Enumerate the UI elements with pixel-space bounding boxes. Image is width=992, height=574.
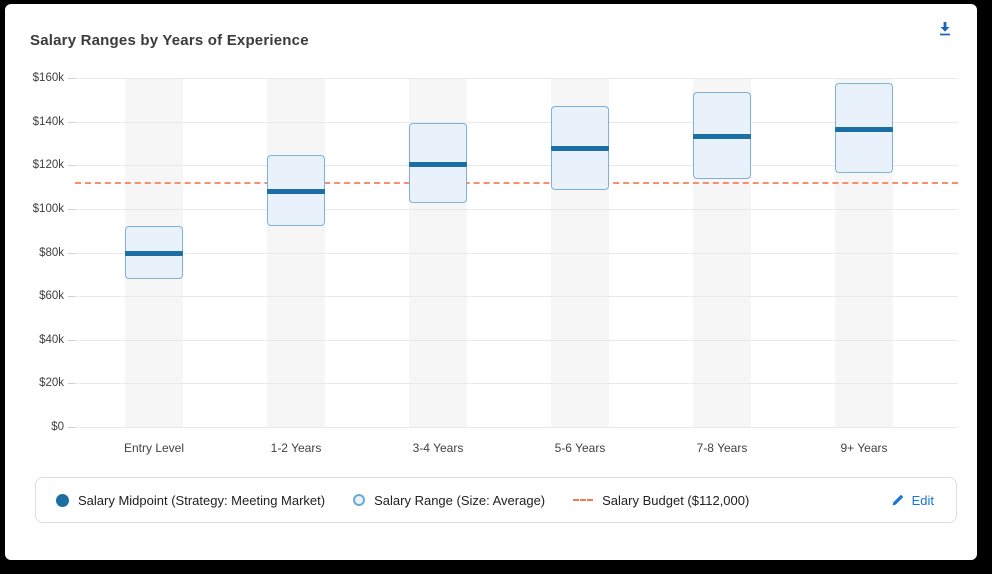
salary-chart-card: Salary Ranges by Years of Experience $0 $… xyxy=(5,4,977,560)
salary-midpoint-line[interactable] xyxy=(267,188,325,194)
chart-title: Salary Ranges by Years of Experience xyxy=(30,32,309,49)
legend-item-label: Salary Range (Size: Average) xyxy=(374,492,546,508)
salary-budget-line xyxy=(75,181,958,184)
y-tick xyxy=(68,165,75,167)
y-axis-label: $0 xyxy=(51,421,64,433)
y-axis-label: $60k xyxy=(39,290,64,303)
legend-item-label: Salary Budget ($112,000) xyxy=(602,492,750,508)
y-axis-label: $40k xyxy=(39,333,64,346)
chart-legend: Salary Midpoint (Strategy: Meeting Marke… xyxy=(35,477,957,523)
gridline xyxy=(75,121,958,123)
legend-item-label: Salary Midpoint (Strategy: Meeting Marke… xyxy=(78,492,326,508)
gridline xyxy=(75,78,958,79)
outlined-circle-icon xyxy=(353,494,366,506)
salary-midpoint-line[interactable] xyxy=(125,250,183,256)
salary-range-bar[interactable] xyxy=(693,92,751,180)
salary-midpoint-line[interactable] xyxy=(693,134,751,140)
y-axis-label: $140k xyxy=(32,115,64,128)
y-tick xyxy=(68,208,75,210)
gridline xyxy=(75,383,958,385)
x-axis-label: 1-2 Years xyxy=(270,441,322,455)
y-axis-label: $20k xyxy=(39,377,64,390)
salary-range-bar[interactable] xyxy=(551,105,609,190)
y-axis-label: $100k xyxy=(32,202,64,215)
download-button[interactable] xyxy=(933,17,957,41)
edit-button-label: Edit xyxy=(911,492,934,508)
legend-item[interactable]: Salary Range (Size: Average) xyxy=(353,493,545,508)
edit-button[interactable]: Edit xyxy=(891,493,934,508)
salary-midpoint-line[interactable] xyxy=(551,146,609,152)
y-tick xyxy=(68,427,75,428)
x-axis-label: 5-6 Years xyxy=(554,441,606,455)
legend-items: Salary Midpoint (Strategy: Meeting Marke… xyxy=(56,493,777,508)
y-tick xyxy=(68,78,75,79)
gridline xyxy=(75,165,958,167)
gridline xyxy=(75,427,958,428)
x-axis-label: 3-4 Years xyxy=(412,441,464,455)
x-axis-label: Entry Level xyxy=(123,441,185,455)
salary-range-bar[interactable] xyxy=(125,226,183,279)
download-icon xyxy=(935,22,955,42)
gridline xyxy=(75,296,958,298)
pencil-icon xyxy=(891,493,905,507)
salary-midpoint-line[interactable] xyxy=(409,161,467,167)
salary-range-bar[interactable] xyxy=(267,154,325,226)
y-axis-label: $80k xyxy=(39,246,64,259)
filled-circle-icon xyxy=(56,493,69,507)
legend-item[interactable]: Salary Midpoint (Strategy: Meeting Marke… xyxy=(56,493,325,508)
salary-midpoint-line[interactable] xyxy=(835,126,893,132)
gridline xyxy=(75,208,958,210)
y-tick xyxy=(68,383,75,385)
y-tick xyxy=(68,339,75,341)
y-tick xyxy=(68,252,75,254)
salary-range-bar[interactable] xyxy=(835,83,893,173)
salary-range-chart: $0 $20k $40k $60k $80k $100k $120k $140k $160k En… xyxy=(5,4,977,560)
x-axis-label: 9+ Years xyxy=(840,441,888,455)
y-tick xyxy=(68,121,75,123)
x-axis-label: 7-8 Years xyxy=(696,441,748,455)
gridline xyxy=(75,339,958,341)
dashed-line-icon xyxy=(573,499,594,501)
gridline xyxy=(75,252,958,254)
y-tick xyxy=(68,296,75,298)
legend-item[interactable]: Salary Budget ($112,000) xyxy=(573,493,749,508)
y-axis-label: $160k xyxy=(32,72,64,84)
y-axis-label: $120k xyxy=(32,159,64,172)
salary-range-bar[interactable] xyxy=(409,123,467,203)
